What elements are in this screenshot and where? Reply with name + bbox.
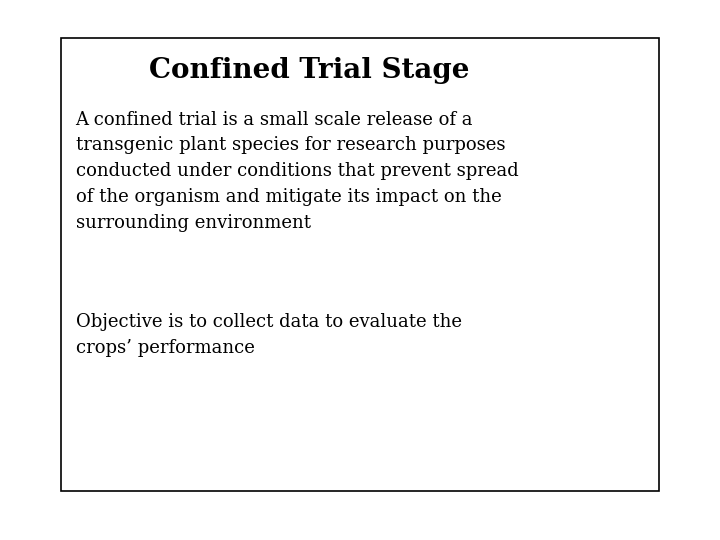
FancyBboxPatch shape	[61, 38, 659, 491]
Text: Confined Trial Stage: Confined Trial Stage	[149, 57, 470, 84]
Text: A confined trial is a small scale release of a
transgenic plant species for rese: A confined trial is a small scale releas…	[76, 111, 518, 232]
Text: Objective is to collect data to evaluate the
crops’ performance: Objective is to collect data to evaluate…	[76, 313, 462, 357]
